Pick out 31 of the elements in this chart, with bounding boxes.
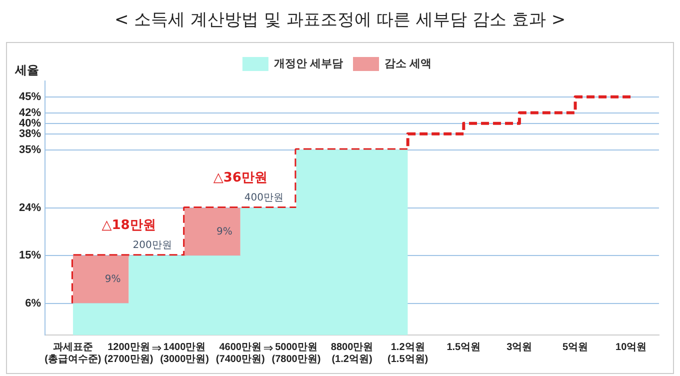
x-tick-label: 10억원 [616,342,647,353]
legend-label: 감소 세액 [384,58,432,70]
x-tick-label: 5000만원 (7800만원) [272,342,321,365]
y-tick-label: 45% [18,90,42,103]
y-tick-label: 40% [18,117,42,130]
x-tick-label: 과세표준 (총급여수준) [44,342,102,365]
y-tick-label: 35% [18,144,42,156]
text: ⇒ [263,341,274,356]
annotation: 200만원 [132,240,172,252]
annotation: 400만원 [244,192,284,204]
y-tick-label: 42% [18,106,42,119]
y-tick-label: 38% [18,128,42,140]
x-tick-label: 1200만원 (2700만원) [104,342,154,365]
x-tick-label: 3억원 [506,342,532,353]
y-axis-title: 세율 [14,63,40,78]
y-tick-label: 6% [25,297,42,310]
x-tick-label: 1.2억원 (1.5억원) [388,342,428,365]
annotation: 9% [216,226,232,238]
annotation: △36만원 [213,170,268,186]
text: ⇒ [152,341,162,356]
y-tick-label: 15% [18,250,42,262]
x-tick-label: 4600만원 (7400만원) [216,342,265,365]
x-tick-label: 1400만원 (3000만원) [160,342,210,365]
annotation: △18만원 [102,218,156,233]
x-tick-label: 5억원 [562,342,588,353]
annotation: 9% [104,274,121,286]
x-tick-label: 1.5억원 [446,342,481,353]
x-tick-label: 8800만원 (1.2억원) [330,342,374,365]
chart-title: < 소득세 계산방법 및 과표조정에 따른 세부담 감소 효과 > [113,9,567,32]
legend-label: 개정안 세부담 [274,58,344,70]
y-tick-label: 24% [18,202,42,214]
